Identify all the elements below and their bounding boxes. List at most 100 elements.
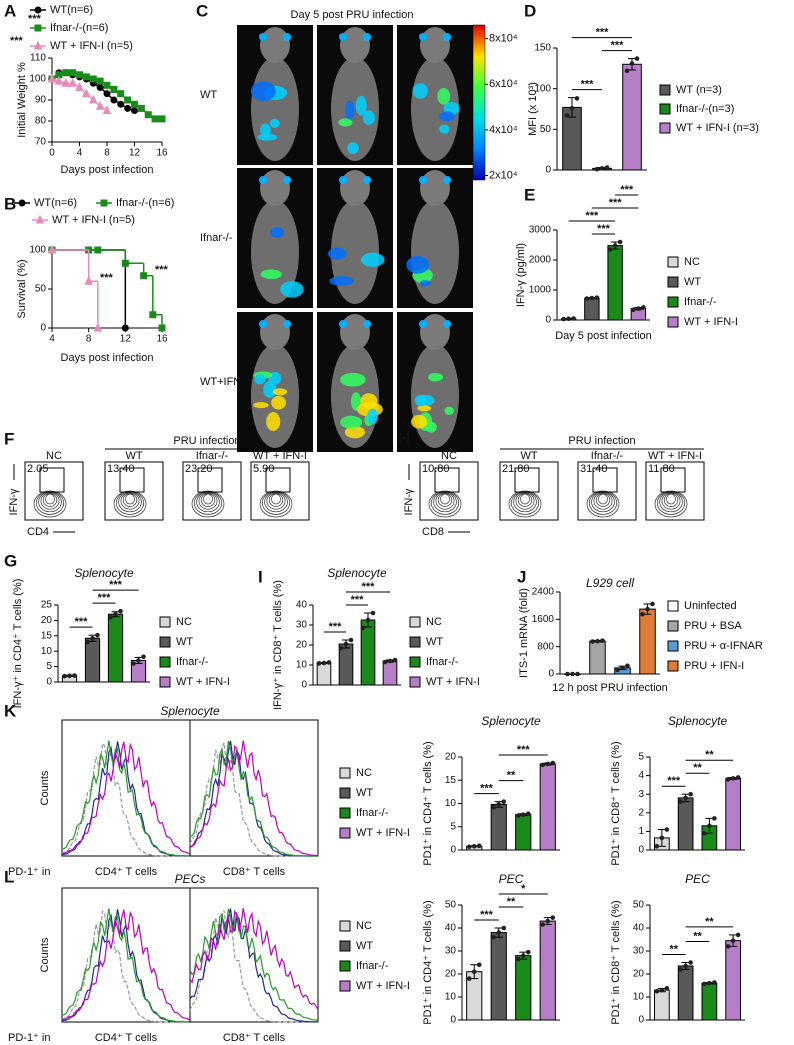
data-point — [641, 305, 646, 310]
mouse-body — [251, 200, 299, 304]
data-point — [316, 661, 322, 666]
contour — [663, 493, 679, 507]
legend-label: WT + IFN-I — [356, 827, 410, 839]
signal-blob — [444, 406, 454, 415]
legend-label: WT + IFN-I — [356, 980, 410, 992]
signal-blob — [363, 33, 371, 41]
data-point — [659, 987, 665, 993]
gate — [265, 467, 291, 493]
y-tick-label: 30 — [445, 946, 457, 957]
x-axis-label: CD8⁺ T cells — [223, 1032, 286, 1044]
legend-swatch — [339, 787, 351, 799]
data-point — [525, 949, 531, 955]
x-tick-label: 0 — [49, 148, 55, 159]
legend-label: Ifnar-/- — [356, 960, 389, 972]
data-point — [702, 830, 707, 836]
marker — [110, 86, 118, 93]
contour — [515, 492, 535, 510]
signal-blob — [250, 81, 276, 101]
legend-label: Ifnar-/- — [356, 807, 389, 819]
legend-label: Ifnar-/-(n=6) — [116, 197, 174, 209]
x-axis-label: Day 5 post infection — [555, 330, 652, 342]
plot-frame — [24, 461, 84, 521]
signal-blob — [283, 33, 291, 41]
data-point — [612, 243, 618, 248]
gate — [514, 467, 540, 493]
contour — [666, 493, 676, 505]
bar — [677, 797, 694, 851]
contour — [42, 493, 58, 507]
contour — [440, 493, 450, 505]
x-tick-label: 16 — [156, 148, 168, 159]
bar — [677, 965, 694, 1021]
legend-label: Ifnar-/- — [684, 296, 717, 308]
data-point — [735, 775, 741, 780]
y-tick-label: 0 — [545, 165, 551, 176]
data-point — [501, 799, 507, 804]
legend-marker — [34, 6, 42, 14]
gate-percent: 5.90 — [253, 463, 274, 475]
data-point — [712, 980, 717, 985]
data-point — [688, 960, 693, 965]
y-tick-label: 20 — [633, 969, 645, 980]
x-axis-prefix: PD-1⁺ in — [8, 1032, 51, 1044]
gate-percent: 2.05 — [27, 463, 48, 475]
data-point — [540, 762, 546, 768]
significance: *** — [611, 39, 625, 51]
histogram-curve — [61, 909, 191, 1021]
legend-swatch — [667, 316, 679, 328]
contour — [437, 493, 453, 507]
legend-label: WT + IFN-I — [176, 676, 230, 688]
y-tick-label: 10 — [633, 992, 645, 1003]
gate-percent: 21.80 — [502, 463, 530, 475]
x-axis-label: Days post infection — [61, 352, 154, 364]
y-axis-label: PD1⁺ in CD4⁺ T cells (%) — [422, 741, 434, 865]
gate — [39, 467, 65, 493]
column-label: Ifnar-/- — [591, 450, 624, 462]
legend-swatch — [409, 636, 421, 648]
marker — [88, 94, 98, 104]
legend-swatch — [409, 656, 421, 668]
histogram-curve — [189, 740, 318, 857]
data-point — [664, 827, 670, 832]
bar — [515, 814, 532, 851]
plot-frame — [104, 461, 164, 521]
y-tick-label: 50 — [540, 124, 552, 135]
column-label: WT — [520, 450, 537, 462]
signal-blob — [411, 414, 428, 429]
contour — [520, 493, 530, 505]
y-tick-label: 0 — [46, 677, 52, 688]
y-tick-label: 10 — [41, 646, 53, 657]
contour — [586, 490, 620, 518]
significance: *** — [596, 26, 610, 38]
legend-label: Ifnar-/- — [426, 656, 459, 668]
signal-blob — [338, 118, 353, 127]
panel-label: E — [524, 185, 535, 204]
signal-blob — [443, 176, 451, 184]
legend-label: NC — [356, 767, 372, 779]
legend-label: NC — [356, 920, 372, 932]
y-tick-label: 100 — [29, 74, 46, 85]
y-tick-label: 10 — [296, 660, 308, 671]
mouse-head — [340, 314, 370, 350]
histogram-curve — [189, 742, 318, 857]
marker — [131, 107, 138, 114]
y-axis-label: IFN-γ⁺ in CD4⁺ T cells (%) — [12, 579, 24, 709]
legend-label: WT — [356, 787, 373, 799]
y-axis-label: PD1⁺ in CD8⁺ T cells (%) — [610, 900, 622, 1024]
y-tick-label: 100 — [29, 245, 46, 256]
plot-frame — [419, 461, 479, 521]
y-tick-label: 70 — [35, 137, 47, 148]
data-point — [615, 667, 620, 673]
data-point — [625, 663, 630, 669]
data-point — [491, 934, 497, 940]
data-point — [575, 671, 580, 677]
contour — [593, 492, 613, 510]
data-point — [634, 56, 640, 61]
bar — [589, 640, 606, 675]
significance: * — [521, 883, 526, 895]
panel-label: C — [196, 1, 208, 20]
legend-swatch — [339, 767, 351, 779]
y-tick-label: 20 — [296, 640, 308, 651]
